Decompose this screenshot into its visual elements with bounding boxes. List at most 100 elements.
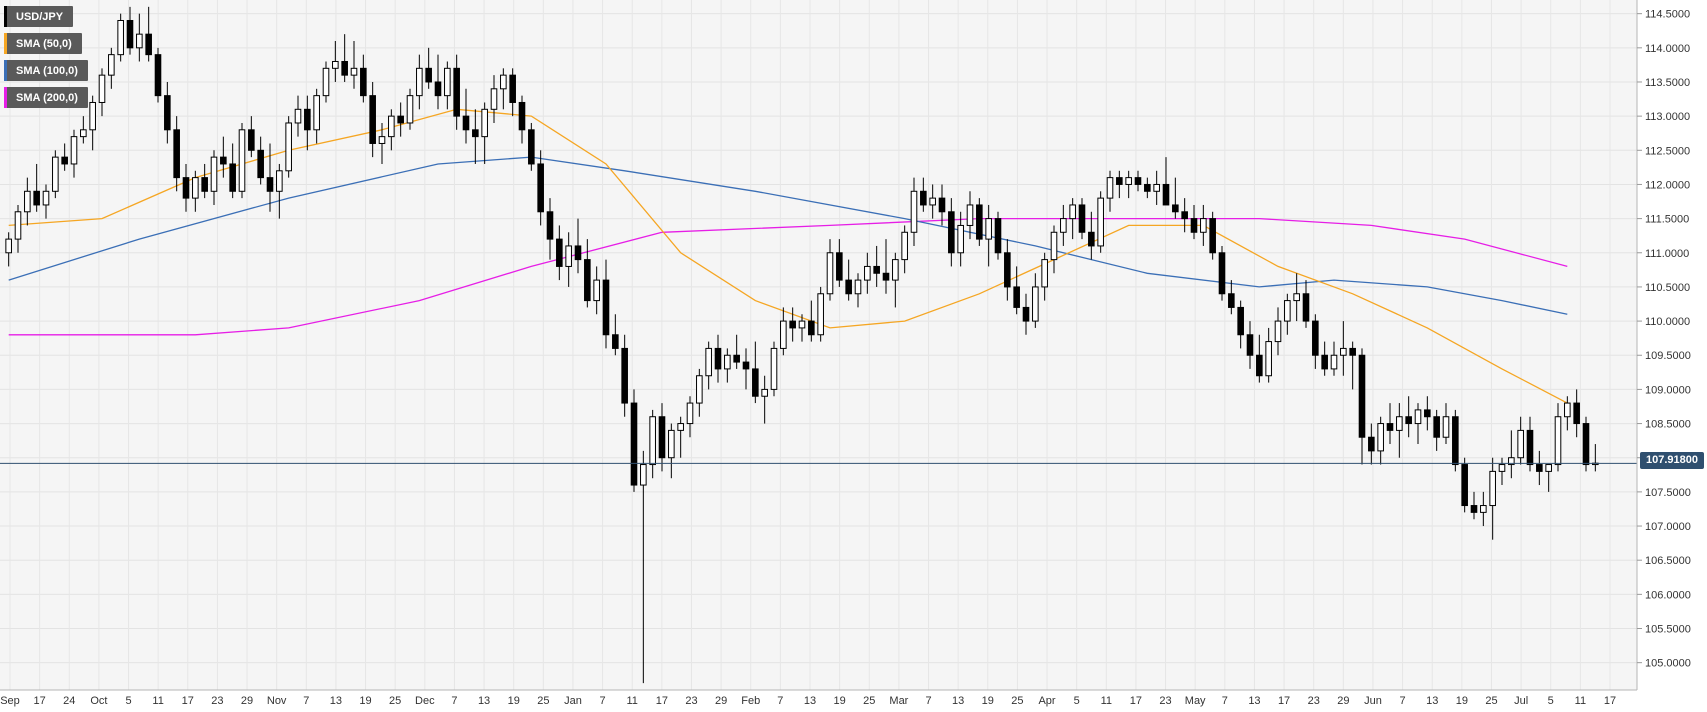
- candle: [472, 109, 479, 164]
- x-tick-label: 25: [1011, 695, 1023, 707]
- x-tick-label: 7: [1400, 695, 1406, 707]
- candle: [817, 286, 824, 342]
- sma-100-line-layer: [8, 156, 1568, 315]
- x-axis: Sep 17 24 Oct 5 11 17 23 29 Nov 7 13 19 25 Dec 7 13 19 25 J…: [0, 689, 1637, 707]
- candle: [332, 40, 339, 82]
- candle: [1340, 321, 1347, 376]
- candle-body: [444, 67, 451, 97]
- x-tick-label: 23: [1159, 695, 1171, 707]
- sma-200-line: [8, 217, 1568, 336]
- candle-body: [901, 231, 908, 261]
- x-tick-label: Mar: [889, 695, 908, 707]
- candle-body: [1265, 341, 1272, 377]
- candle-body: [1330, 354, 1338, 370]
- candle-body: [276, 170, 283, 192]
- x-tick-label: 17: [1604, 695, 1616, 707]
- candle: [948, 198, 955, 267]
- x-tick-label: 29: [715, 695, 727, 707]
- candle-body: [80, 129, 87, 138]
- candle: [761, 375, 768, 424]
- candle-body: [1246, 334, 1254, 356]
- candle-body: [1022, 306, 1030, 322]
- candle: [192, 170, 199, 212]
- candle-body: [602, 279, 610, 336]
- candle: [1013, 266, 1020, 315]
- candle: [1041, 252, 1048, 301]
- candle-body: [332, 60, 339, 69]
- candle-body: [780, 320, 787, 349]
- y-tick-label: 114.0000: [1645, 43, 1690, 55]
- candle: [1050, 225, 1058, 274]
- candle: [742, 348, 750, 390]
- candle: [518, 95, 526, 144]
- candle: [1088, 211, 1095, 260]
- candle-body: [630, 402, 638, 486]
- x-tick-label: 17: [656, 695, 668, 707]
- candle: [1172, 177, 1179, 219]
- candle-body: [1200, 218, 1207, 233]
- candle: [42, 184, 50, 219]
- x-tick-label: 7: [451, 695, 457, 707]
- candle: [1162, 157, 1170, 206]
- candle: [556, 225, 563, 281]
- candle: [1368, 423, 1375, 465]
- y-tick-label: 109.5000: [1645, 350, 1691, 362]
- candle: [602, 259, 610, 349]
- x-tick-label: 5: [1074, 695, 1080, 707]
- candle: [1582, 416, 1590, 472]
- x-tick-label: 11: [152, 695, 163, 707]
- candle: [5, 232, 12, 267]
- candle-body: [1284, 300, 1291, 322]
- y-tick-label: 109.0000: [1645, 384, 1691, 396]
- candle: [1218, 245, 1226, 301]
- candle-body: [453, 67, 460, 117]
- sma-50-line-layer: [8, 108, 1568, 404]
- candle: [1144, 177, 1151, 199]
- candle: [24, 177, 31, 226]
- candle: [724, 348, 731, 383]
- candle-body: [994, 218, 1002, 254]
- legend-item-sma200[interactable]: SMA (200,0): [4, 87, 88, 108]
- candle-body: [192, 177, 199, 199]
- candle: [61, 143, 68, 171]
- candle: [182, 163, 190, 212]
- y-tick-label: 110.5000: [1645, 282, 1690, 294]
- legend-item-sma100[interactable]: SMA (100,0): [4, 60, 88, 81]
- candle: [500, 68, 507, 110]
- candle-body: [248, 129, 255, 151]
- last-price-tag: 107.91800: [1640, 452, 1704, 469]
- candle-body: [546, 211, 554, 240]
- candle: [406, 88, 414, 130]
- candle-body: [1013, 286, 1020, 308]
- candle-body: [1181, 211, 1188, 220]
- candle-body: [1536, 464, 1543, 472]
- candle: [173, 116, 180, 192]
- candle: [1060, 204, 1067, 246]
- candle: [52, 150, 59, 199]
- x-tick-label: 19: [1456, 695, 1468, 707]
- candle: [350, 40, 358, 89]
- candle-body: [733, 354, 740, 363]
- x-tick-label: 13: [330, 695, 342, 707]
- candle-body: [789, 320, 796, 329]
- candle: [957, 211, 964, 267]
- candle-body: [1349, 347, 1356, 356]
- candle-body: [1377, 423, 1384, 452]
- candle-body: [42, 190, 50, 206]
- candle: [658, 403, 666, 472]
- candle: [1256, 334, 1263, 383]
- candle-body: [882, 272, 890, 281]
- x-tick-label: Sep: [0, 695, 20, 707]
- candle-body: [1153, 183, 1160, 192]
- y-tick-label: 106.0000: [1645, 589, 1691, 601]
- candle-body: [1060, 218, 1067, 233]
- candle-body: [1125, 177, 1132, 185]
- candle: [994, 211, 1002, 260]
- candle: [285, 116, 292, 178]
- legend-item-usdjpy[interactable]: USD/JPY: [4, 6, 74, 27]
- candle: [985, 204, 992, 267]
- candle: [1470, 491, 1478, 520]
- legend-item-sma50[interactable]: SMA (50,0): [4, 33, 82, 54]
- candle: [369, 81, 376, 158]
